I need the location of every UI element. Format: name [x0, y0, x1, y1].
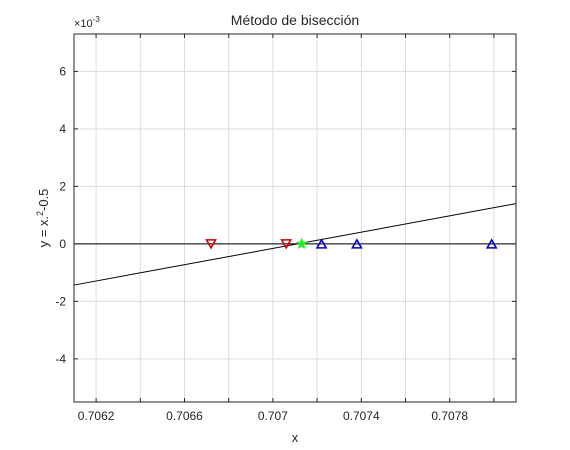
x-tick-label: 0.7074 — [343, 409, 380, 423]
lower-bound-marker — [280, 239, 293, 250]
tick-labels: 0.7062 0.7066 0.707 0.7074 0.7078 -4 -2 0 2 4 6 — [55, 64, 468, 423]
plot-border — [73, 33, 517, 403]
y-tick-label: -4 — [55, 352, 66, 366]
upper-bound-marker — [351, 238, 363, 249]
y-exponent-label: ×10-3 — [74, 15, 100, 30]
y-tick-label: 0 — [59, 237, 66, 251]
y-tick-label: 4 — [59, 122, 66, 136]
y-axis-label-base: y = x. — [36, 216, 51, 247]
y-exponent-prefix: ×10 — [74, 18, 93, 30]
y-tick-label: -2 — [55, 294, 66, 308]
y-axis-label-rest: -0.5 — [36, 189, 51, 211]
y-tick-label: 2 — [59, 179, 66, 193]
y-axis-label: y = x.2-0.5 — [35, 189, 51, 248]
y-axis-label-exponent: 2 — [35, 211, 45, 216]
x-tick-label: 0.7078 — [431, 409, 468, 423]
root-estimate-marker — [295, 237, 308, 250]
upper-bound-marker — [485, 238, 498, 249]
x-tick-label: 0.707 — [258, 409, 288, 423]
grid-lines — [74, 34, 516, 402]
x-tick-label: 0.7062 — [78, 409, 115, 423]
data-layer — [73, 203, 517, 286]
tick-marks — [74, 34, 516, 402]
upper-bound-marker — [315, 238, 328, 249]
chart-title: Método de bisección — [231, 12, 359, 28]
y-exponent-power: -3 — [93, 15, 101, 24]
x-tick-label: 0.7066 — [166, 409, 203, 423]
x-axis-label: x — [292, 430, 299, 445]
y-tick-label: 6 — [59, 64, 66, 78]
lower-bound-marker — [205, 239, 217, 250]
plot-area — [74, 34, 516, 402]
